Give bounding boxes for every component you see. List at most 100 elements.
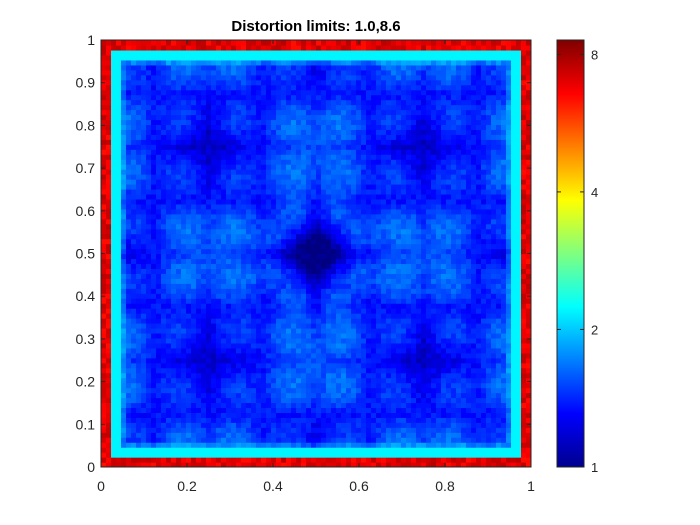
heatmap-cell [386, 332, 392, 339]
heatmap-cell [161, 437, 167, 443]
heatmap-cell [216, 188, 222, 195]
heatmap-cell [261, 278, 267, 284]
heatmap-cell [101, 407, 107, 413]
heatmap-cell [161, 313, 167, 319]
heatmap-cell [391, 437, 397, 443]
heatmap-cell [161, 49, 167, 56]
heatmap-cell [151, 377, 157, 384]
heatmap-cell [116, 407, 122, 413]
heatmap-cell [256, 228, 262, 235]
heatmap-cell [311, 213, 317, 220]
heatmap-cell [126, 432, 132, 438]
heatmap-cell [126, 69, 132, 76]
heatmap-cell [311, 119, 317, 126]
heatmap-cell [281, 392, 287, 399]
heatmap-cell [266, 327, 272, 334]
heatmap-cell [326, 327, 332, 334]
heatmap-cell [101, 69, 107, 76]
heatmap-cell [201, 432, 207, 438]
heatmap-cell [261, 89, 267, 96]
heatmap-cell [381, 367, 387, 374]
heatmap-cell [206, 318, 212, 324]
heatmap-cell [371, 193, 377, 200]
heatmap-cell [126, 208, 132, 215]
heatmap-cell [156, 104, 162, 111]
heatmap-cell [281, 273, 287, 279]
heatmap-cell [286, 337, 292, 344]
heatmap-cell [216, 54, 222, 61]
heatmap-cell [321, 447, 327, 453]
heatmap-cell [206, 327, 212, 334]
heatmap-cell [361, 89, 367, 96]
heatmap-cell [276, 258, 282, 265]
heatmap-cell [111, 437, 117, 443]
heatmap-cell [226, 412, 232, 418]
heatmap-cell [356, 367, 362, 374]
heatmap-cell [221, 198, 227, 205]
heatmap-cell [186, 407, 192, 413]
heatmap-cell [271, 362, 277, 369]
heatmap-cell [376, 367, 382, 374]
heatmap-cell [126, 288, 132, 294]
heatmap-cell [261, 164, 267, 170]
heatmap-cell [131, 59, 137, 66]
heatmap-cell [351, 114, 357, 121]
heatmap-cell [141, 169, 147, 175]
heatmap-cell [286, 452, 292, 458]
heatmap-cell [326, 79, 332, 86]
heatmap-cell [131, 159, 137, 165]
heatmap-cell [311, 84, 317, 91]
heatmap-cell [156, 238, 162, 245]
heatmap-cell [341, 94, 347, 101]
heatmap-cell [201, 452, 207, 458]
heatmap-cell [336, 154, 342, 160]
heatmap-cell [306, 323, 312, 329]
heatmap-cell [166, 323, 172, 329]
heatmap-cell [111, 342, 117, 349]
heatmap-cell [386, 139, 392, 145]
heatmap-cell [246, 228, 252, 235]
heatmap-cell [181, 233, 187, 240]
heatmap-cell [361, 104, 367, 111]
heatmap-cell [201, 69, 207, 76]
heatmap-cell [341, 327, 347, 334]
heatmap-cell [276, 129, 282, 135]
heatmap-cell [211, 432, 217, 438]
heatmap-cell [241, 372, 247, 379]
heatmap-cell [166, 203, 172, 210]
heatmap-cell [371, 337, 377, 344]
heatmap-cell [106, 268, 112, 274]
heatmap-cell [171, 64, 177, 71]
heatmap-cell [106, 452, 112, 458]
heatmap-cell [346, 427, 352, 433]
heatmap-cell [271, 134, 277, 140]
heatmap-cell [361, 119, 367, 126]
heatmap-cell [316, 40, 322, 46]
heatmap-cell [206, 40, 212, 46]
heatmap-cell [201, 323, 207, 329]
heatmap-cell [116, 213, 122, 220]
heatmap-cell [191, 243, 197, 250]
heatmap-cell [341, 99, 347, 106]
heatmap-cell [251, 69, 257, 76]
heatmap-cell [141, 84, 147, 91]
heatmap-cell [206, 49, 212, 56]
heatmap-cell [271, 89, 277, 96]
heatmap-cell [326, 332, 332, 339]
heatmap-cell [136, 258, 142, 265]
heatmap-cell [161, 99, 167, 106]
heatmap-cell [291, 79, 297, 86]
heatmap-cell [116, 337, 122, 344]
heatmap-cell [291, 218, 297, 225]
heatmap-cell [326, 337, 332, 344]
heatmap-cell [146, 144, 152, 150]
heatmap-cell [171, 417, 177, 423]
heatmap-cell [311, 327, 317, 334]
heatmap-cell [271, 278, 277, 284]
heatmap-cell [256, 198, 262, 205]
heatmap-cell [301, 283, 307, 289]
heatmap-cell [356, 124, 362, 130]
heatmap-cell [126, 263, 132, 269]
heatmap-cell [196, 253, 202, 260]
heatmap-cell [181, 139, 187, 145]
